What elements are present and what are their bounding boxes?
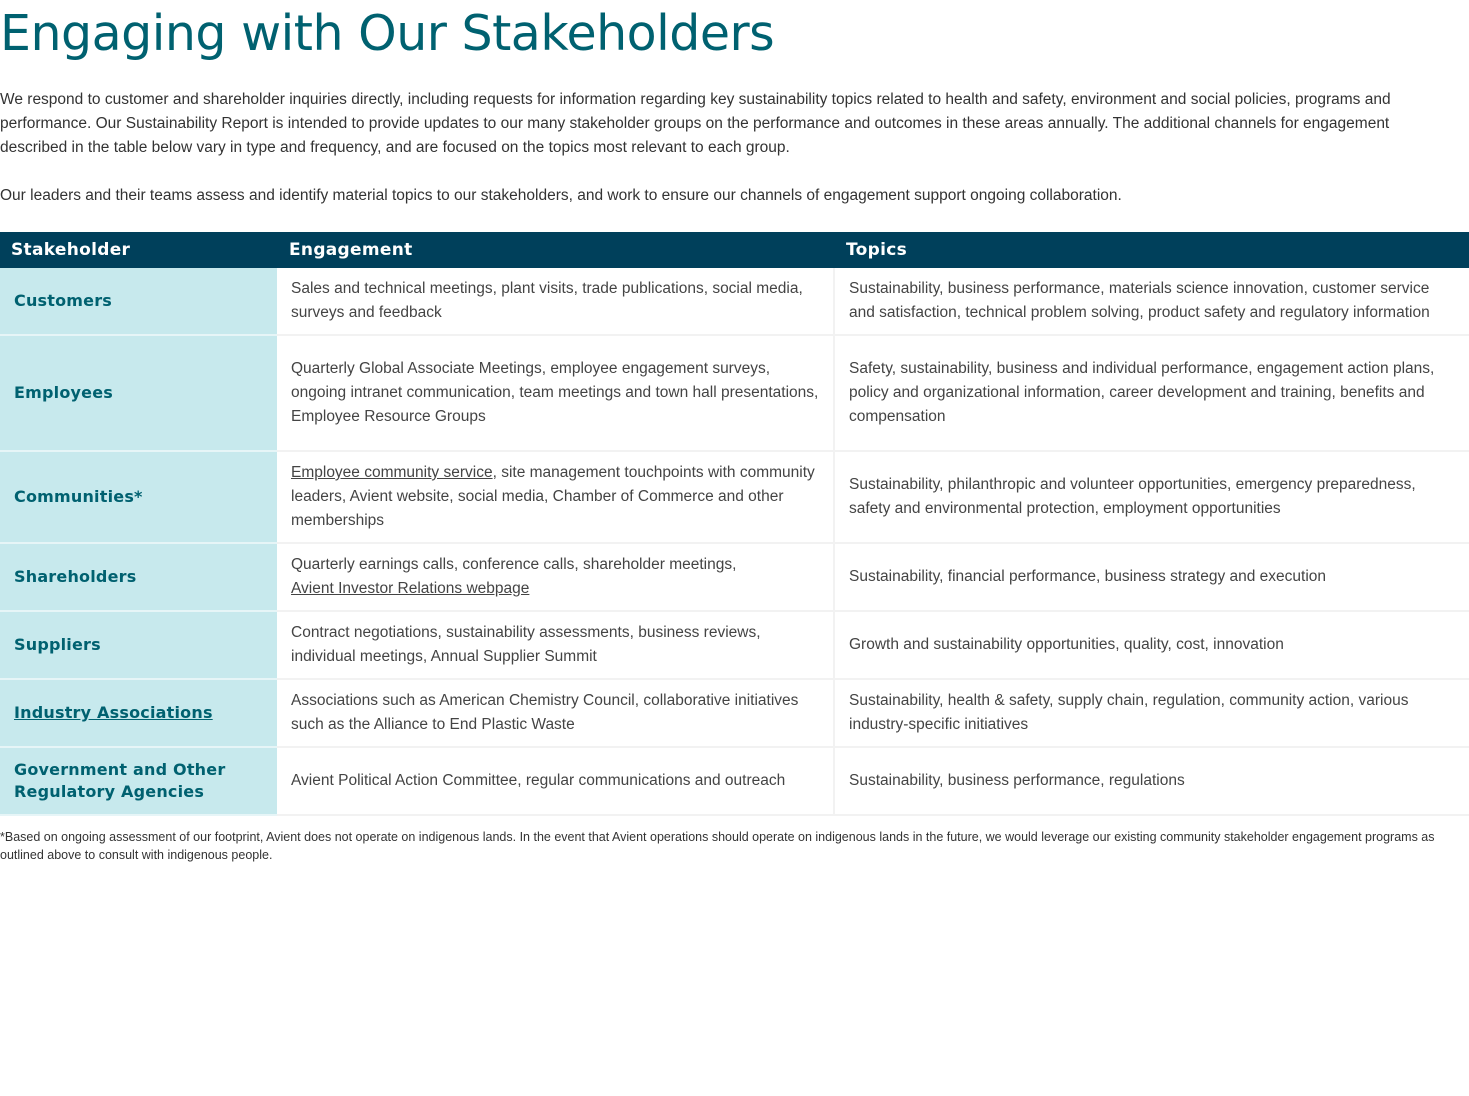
engagement-cell: Quarterly Global Associate Meetings, emp… <box>277 335 835 452</box>
stakeholder-cell: Communities* <box>0 451 277 544</box>
engagement-text: Quarterly earnings calls, conference cal… <box>291 556 737 573</box>
stakeholder-name: Customers <box>14 291 113 310</box>
table-row: Employees Quarterly Global Associate Mee… <box>0 335 1469 452</box>
stakeholder-cell: Government and Other Regulatory Agencies <box>0 747 277 816</box>
stakeholder-table: Stakeholder Engagement Topics Customers … <box>0 232 1469 816</box>
table-row: Suppliers Contract negotiations, sustain… <box>0 611 1469 680</box>
engagement-text: Quarterly Global Associate Meetings, emp… <box>291 360 819 425</box>
footnote: *Based on ongoing assessment of our foot… <box>0 830 1435 862</box>
stakeholder-name: Suppliers <box>14 635 101 654</box>
stakeholder-name: Communities* <box>14 487 143 506</box>
engagement-text: , site management touchpoints with commu… <box>291 464 815 529</box>
engagement-cell: Employee community service, site managem… <box>277 451 835 544</box>
table-row: Shareholders Quarterly earnings calls, c… <box>0 543 1469 612</box>
intro-paragraph-2: Our leaders and their teams assess and i… <box>0 187 1122 204</box>
stakeholder-cell: Employees <box>0 335 277 452</box>
engagement-link[interactable]: Employee community service <box>291 464 493 481</box>
engagement-text: Associations such as American Chemistry … <box>291 692 799 733</box>
stakeholder-cell: Shareholders <box>0 543 277 612</box>
intro-paragraph: We respond to customer and shareholder i… <box>0 91 1391 156</box>
topics-cell: Growth and sustainability opportunities,… <box>834 611 1469 680</box>
engagement-text: Contract negotiations, sustainability as… <box>291 624 761 665</box>
table-row: Government and Other Regulatory Agencies… <box>0 747 1469 816</box>
engagement-link[interactable]: Avient Investor Relations webpage <box>291 580 530 597</box>
engagement-cell: Associations such as American Chemistry … <box>277 679 835 748</box>
topics-cell: Sustainability, philanthropic and volunt… <box>834 451 1469 544</box>
stakeholder-name: Shareholders <box>14 567 137 586</box>
table-row: Communities* Employee community service,… <box>0 451 1469 544</box>
table-row: Industry Associations Associations such … <box>0 679 1469 748</box>
engagement-text: Avient Political Action Committee, regul… <box>291 772 786 789</box>
stakeholder-cell: Industry Associations <box>0 679 277 748</box>
engagement-cell: Contract negotiations, sustainability as… <box>277 611 835 680</box>
engagement-text: Sales and technical meetings, plant visi… <box>291 280 803 321</box>
stakeholder-cell: Customers <box>0 268 277 336</box>
topics-cell: Sustainability, business performance, ma… <box>834 268 1469 336</box>
topics-cell: Sustainability, financial performance, b… <box>834 543 1469 612</box>
topics-cell: Sustainability, health & safety, supply … <box>834 679 1469 748</box>
engagement-cell: Avient Political Action Committee, regul… <box>277 747 835 816</box>
stakeholder-name: Government and Other Regulatory Agencies <box>14 760 226 801</box>
header-engagement: Engagement <box>277 232 834 268</box>
header-stakeholder: Stakeholder <box>0 232 277 268</box>
topics-cell: Safety, sustainability, business and ind… <box>834 335 1469 452</box>
table-row: Customers Sales and technical meetings, … <box>0 268 1469 336</box>
engagement-cell: Sales and technical meetings, plant visi… <box>277 268 835 336</box>
engagement-cell: Quarterly earnings calls, conference cal… <box>277 543 835 612</box>
stakeholder-cell: Suppliers <box>0 611 277 680</box>
page-title: Engaging with Our Stakeholders <box>0 5 775 62</box>
stakeholder-name: Employees <box>14 383 113 402</box>
header-topics: Topics <box>834 232 1469 268</box>
topics-cell: Sustainability, business performance, re… <box>834 747 1469 816</box>
table-header: Stakeholder Engagement Topics <box>0 232 1469 268</box>
stakeholder-link[interactable]: Industry Associations <box>14 703 213 722</box>
